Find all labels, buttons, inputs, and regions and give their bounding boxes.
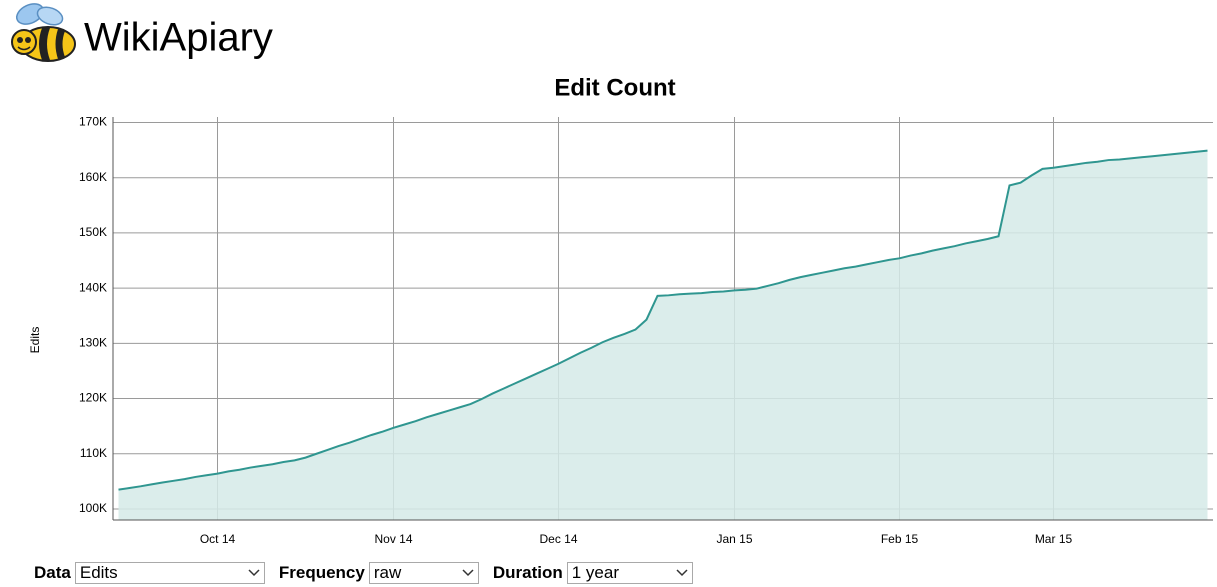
x-tick-label: Oct 14 bbox=[200, 532, 236, 546]
x-tick-label: Mar 15 bbox=[1035, 532, 1073, 546]
dropdown[interactable]: Edits bbox=[74, 562, 265, 584]
chevron bbox=[462, 569, 474, 577]
y-tick-label: 160K bbox=[79, 170, 107, 184]
y-tick-label: 100K bbox=[79, 501, 107, 515]
logo-icon bbox=[11, 3, 76, 62]
y-tick-label: 120K bbox=[79, 391, 107, 405]
control-label: Duration bbox=[492, 563, 563, 582]
y-tick-label: 170K bbox=[79, 115, 107, 129]
chevron bbox=[676, 569, 688, 577]
chart: WikiApiary Edit Count Edits 100K 110K 120K… bbox=[11, 3, 1213, 546]
x-tick-label: Jan 15 bbox=[716, 532, 752, 546]
x-tick-label: Feb 15 bbox=[881, 532, 919, 546]
x-tick-label: Dec 14 bbox=[539, 532, 577, 546]
chart-title: Edit Count bbox=[554, 74, 675, 101]
x-tick-label: Nov 14 bbox=[374, 532, 412, 546]
y-tick-label: 110K bbox=[80, 446, 107, 460]
logo-text: WikiApiary bbox=[84, 16, 273, 60]
control-label: Frequency bbox=[278, 563, 365, 582]
dropdown-value: Edits bbox=[79, 563, 118, 582]
y-tick-label: 150K bbox=[79, 225, 107, 239]
controls: Data Edits Frequency raw Duration 1 year bbox=[0, 561, 707, 585]
area bbox=[118, 150, 1208, 520]
line bbox=[118, 149, 1208, 491]
y-tick-label: 130K bbox=[79, 336, 107, 350]
y-axis-label: Edits bbox=[28, 327, 42, 354]
dropdown[interactable]: raw bbox=[368, 562, 479, 584]
control-label: Data bbox=[34, 563, 71, 582]
dropdown[interactable]: 1 year bbox=[566, 562, 693, 584]
chevron bbox=[248, 569, 260, 577]
dropdown-value: raw bbox=[373, 563, 402, 582]
dropdown-value: 1 year bbox=[571, 563, 619, 582]
y-tick-label: 140K bbox=[79, 280, 107, 294]
